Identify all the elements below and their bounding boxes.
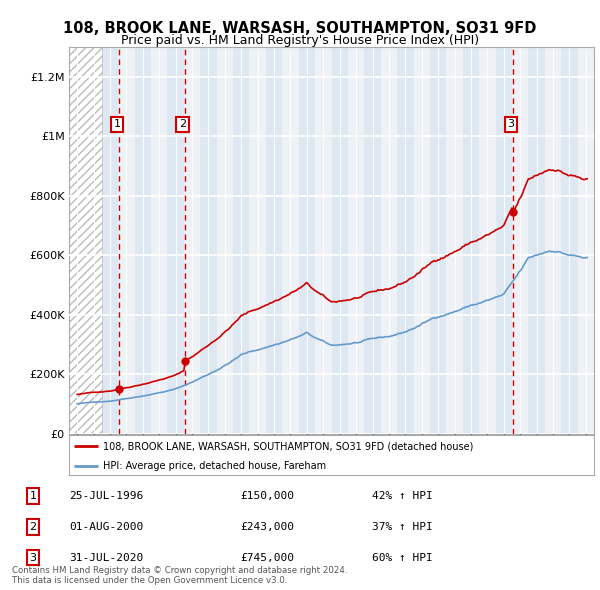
Text: Price paid vs. HM Land Registry's House Price Index (HPI): Price paid vs. HM Land Registry's House …: [121, 34, 479, 47]
Bar: [184, 47, 200, 434]
Text: HPI: Average price, detached house, Fareham: HPI: Average price, detached house, Fare…: [103, 461, 326, 471]
Bar: [479, 47, 496, 434]
Text: 01-AUG-2000: 01-AUG-2000: [69, 522, 143, 532]
Bar: [364, 47, 381, 434]
Text: 3: 3: [508, 120, 514, 129]
Text: £243,000: £243,000: [240, 522, 294, 532]
Text: 37% ↑ HPI: 37% ↑ HPI: [372, 522, 433, 532]
Bar: [561, 47, 578, 434]
Bar: [250, 47, 266, 434]
Bar: [413, 47, 430, 434]
Text: 108, BROOK LANE, WARSASH, SOUTHAMPTON, SO31 9FD (detached house): 108, BROOK LANE, WARSASH, SOUTHAMPTON, S…: [103, 441, 473, 451]
Text: 1: 1: [29, 491, 37, 501]
Text: 25-JUL-1996: 25-JUL-1996: [69, 491, 143, 501]
Bar: [151, 47, 167, 434]
Bar: [348, 47, 364, 434]
Text: 108, BROOK LANE, WARSASH, SOUTHAMPTON, SO31 9FD: 108, BROOK LANE, WARSASH, SOUTHAMPTON, S…: [64, 21, 536, 35]
Bar: [118, 47, 134, 434]
Text: 1: 1: [113, 120, 121, 129]
Bar: [233, 47, 250, 434]
Bar: [69, 47, 85, 434]
Bar: [134, 47, 151, 434]
Bar: [217, 47, 233, 434]
Bar: [496, 47, 512, 434]
Bar: [463, 47, 479, 434]
Text: 2: 2: [179, 120, 186, 129]
Bar: [69, 47, 102, 434]
Text: £150,000: £150,000: [240, 491, 294, 501]
Text: 3: 3: [29, 553, 37, 562]
Bar: [331, 47, 348, 434]
Bar: [512, 47, 529, 434]
Text: £745,000: £745,000: [240, 553, 294, 562]
Text: 42% ↑ HPI: 42% ↑ HPI: [372, 491, 433, 501]
Text: Contains HM Land Registry data © Crown copyright and database right 2024.
This d: Contains HM Land Registry data © Crown c…: [12, 566, 347, 585]
Bar: [315, 47, 331, 434]
Text: 31-JUL-2020: 31-JUL-2020: [69, 553, 143, 562]
Bar: [397, 47, 413, 434]
Bar: [545, 47, 561, 434]
Bar: [85, 47, 102, 434]
Bar: [200, 47, 217, 434]
Bar: [381, 47, 397, 434]
Bar: [167, 47, 184, 434]
Bar: [529, 47, 545, 434]
Bar: [266, 47, 282, 434]
Bar: [102, 47, 118, 434]
Bar: [282, 47, 299, 434]
Text: 2: 2: [29, 522, 37, 532]
Bar: [299, 47, 315, 434]
Bar: [430, 47, 446, 434]
Bar: [578, 47, 594, 434]
Text: 60% ↑ HPI: 60% ↑ HPI: [372, 553, 433, 562]
Bar: [446, 47, 463, 434]
